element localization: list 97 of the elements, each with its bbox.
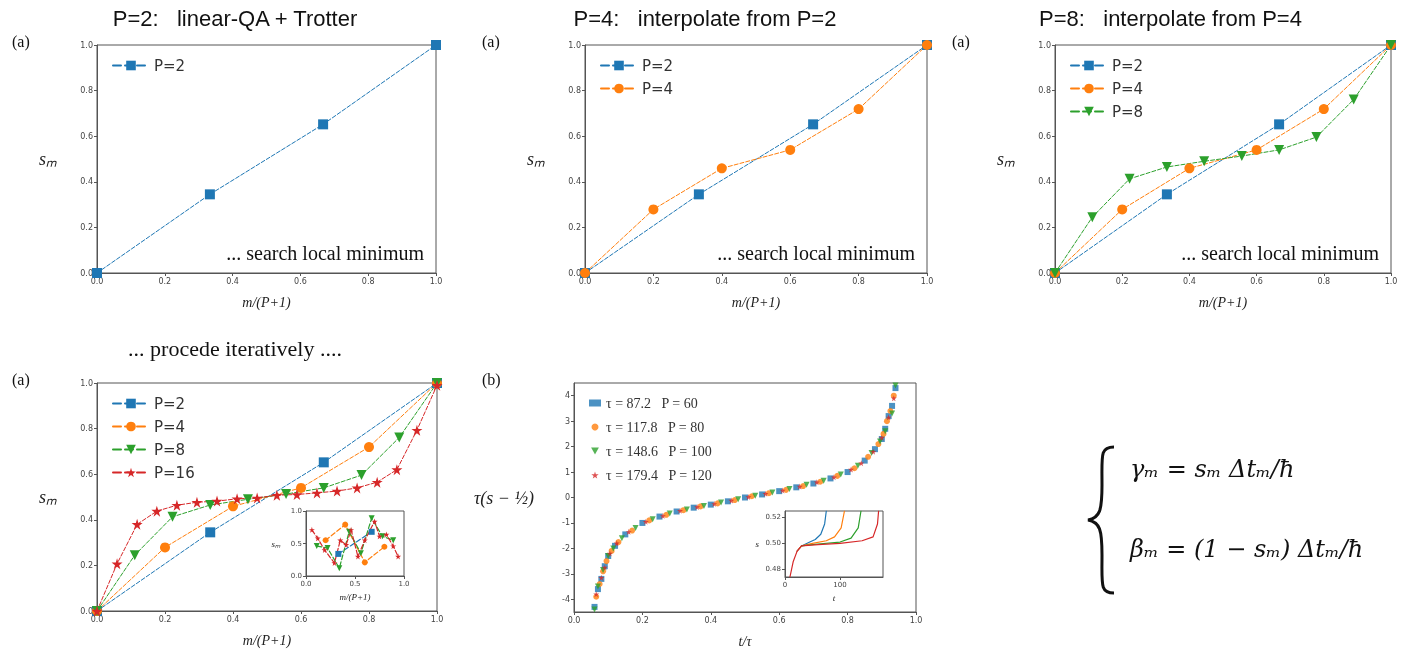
- text: (b): [482, 370, 501, 389]
- x-tick-label: 0.2: [636, 615, 649, 625]
- y-tick-label: 0.0: [568, 268, 581, 278]
- y-tick-label: 0.0: [1038, 268, 1051, 278]
- annotation: ... search local minimum: [226, 242, 425, 264]
- y-tick-label: 1.0: [568, 40, 581, 50]
- x-tick-label: 0.2: [158, 276, 172, 286]
- x-axis-title: m/(P+1): [731, 294, 781, 311]
- y-tick-label: 0.4: [568, 177, 581, 187]
- chart-title: P=4: interpolate from P=2: [573, 5, 837, 31]
- text: (a): [12, 370, 30, 389]
- x-tick-label: 1.0: [1384, 276, 1398, 286]
- text: γₘ = sₘ Δtₘ/ħ: [1130, 455, 1295, 483]
- legend-label: P=8: [154, 440, 186, 459]
- x-tick-label: 1.0: [430, 614, 444, 624]
- y-tick-label: 0.2: [568, 222, 581, 232]
- x-tick-label: 0.2: [158, 614, 172, 624]
- legend-label: P=2: [1112, 56, 1144, 75]
- y-tick-label: 0.4: [80, 515, 93, 525]
- x-tick-label: 0.4: [1183, 276, 1196, 286]
- x-axis-title: m/(P+1): [242, 632, 292, 649]
- text: (a): [482, 32, 500, 51]
- y-tick-label: 0.8: [80, 424, 93, 434]
- y-tick-label: 0.8: [568, 86, 581, 96]
- y-tick-label: 1.0: [1038, 40, 1051, 50]
- y-tick-label: -2: [562, 543, 570, 553]
- y-tick-label: 1.0: [80, 40, 93, 50]
- x-tick-label: 0.4: [226, 276, 239, 286]
- y-axis-title: sₘ: [526, 149, 545, 169]
- x-tick-label: 1.0: [429, 276, 443, 286]
- x-tick-label: 0.8: [1317, 276, 1331, 286]
- chart-title: P=8: interpolate from P=4: [1039, 5, 1302, 31]
- x-tick-label: 1.0: [920, 276, 934, 286]
- x-tick-label: 0.8: [361, 276, 375, 286]
- x-tick-label: 0.4: [704, 615, 718, 625]
- y-tick-label: 0.6: [80, 131, 93, 141]
- x-tick-label: 0.4: [226, 614, 240, 624]
- y-tick-label: 0.2: [80, 560, 93, 570]
- legend-label: P=2: [154, 394, 186, 413]
- x-tick-label: 0.6: [783, 276, 797, 286]
- y-axis-title: sₘ: [38, 149, 57, 169]
- x-axis-title: t: [832, 592, 836, 603]
- y-tick-label: 0.2: [1038, 222, 1051, 232]
- text: (a): [12, 32, 30, 51]
- y-axis-title: sₘ: [271, 538, 281, 549]
- chart-title: P=2: linear-QA + Trotter: [112, 5, 358, 31]
- y-tick-label: 4: [564, 391, 570, 401]
- y-tick-label: 2: [564, 442, 570, 452]
- y-tick-label: 0.4: [80, 177, 93, 187]
- annotation: ... search local minimum: [1181, 242, 1380, 264]
- legend-label: P=2: [642, 56, 674, 75]
- legend-label: τ = 87.2 P = 60: [606, 395, 698, 411]
- x-axis-title: t/τ: [738, 633, 753, 649]
- x-tick-label: 0.2: [647, 276, 660, 286]
- legend-label: P=16: [154, 463, 195, 482]
- y-axis-title: sₘ: [996, 149, 1015, 169]
- y-tick-label: 0: [564, 493, 570, 502]
- y-tick-label: 1.0: [80, 378, 93, 388]
- x-tick-label: 0.8: [362, 614, 376, 624]
- y-tick-label: 0.6: [1038, 131, 1051, 141]
- x-tick-label: 0.8: [852, 276, 865, 286]
- legend-label: τ = 179.4 P = 120: [606, 467, 712, 483]
- x-axis-title: m/(P+1): [1198, 294, 1248, 311]
- x-tick-label: 0.4: [715, 276, 729, 286]
- y-tick-label: 0.0: [80, 268, 93, 278]
- y-tick-label: 0.8: [1038, 86, 1051, 96]
- x-tick-label: 1.0: [909, 615, 923, 625]
- legend-label: P=4: [1112, 79, 1144, 98]
- y-tick-label: -1: [562, 518, 570, 528]
- y-tick-label: -4: [562, 594, 570, 604]
- y-axis-title: τ(s − ½): [473, 487, 534, 509]
- text: βₘ = (1 − sₘ) Δtₘ/ħ: [1130, 535, 1364, 563]
- y-tick-label: 1: [564, 467, 570, 477]
- annotation: ... search local minimum: [717, 242, 916, 264]
- chart-title: ... procede iteratively ....: [128, 335, 342, 361]
- y-tick-label: 0.6: [568, 131, 581, 141]
- y-tick-label: 0.0: [80, 606, 93, 616]
- y-tick-label: 3: [564, 416, 570, 426]
- x-tick-label: 0.6: [1250, 276, 1263, 286]
- y-tick-label: 0.2: [80, 222, 93, 232]
- y-tick-label: 0.4: [1038, 177, 1051, 187]
- x-axis-title: m/(P+1): [339, 591, 371, 602]
- legend-label: P=2: [154, 56, 186, 75]
- x-tick-label: 0.2: [1115, 276, 1129, 286]
- y-tick-label: -3: [562, 569, 570, 579]
- y-axis-title: s: [755, 539, 760, 549]
- y-axis-title: sₘ: [38, 487, 57, 507]
- legend-label: P=8: [1112, 102, 1144, 121]
- legend-label: τ = 148.6 P = 100: [606, 443, 712, 459]
- legend-label: P=4: [642, 79, 674, 98]
- y-tick-label: 0.6: [80, 469, 93, 479]
- x-tick-label: 0.8: [841, 615, 854, 625]
- text: (a): [952, 32, 970, 51]
- legend-label: τ = 117.8 P = 80: [606, 419, 705, 435]
- y-tick-label: 0.8: [80, 86, 93, 96]
- x-axis-title: m/(P+1): [242, 294, 291, 311]
- legend-label: P=4: [154, 417, 186, 436]
